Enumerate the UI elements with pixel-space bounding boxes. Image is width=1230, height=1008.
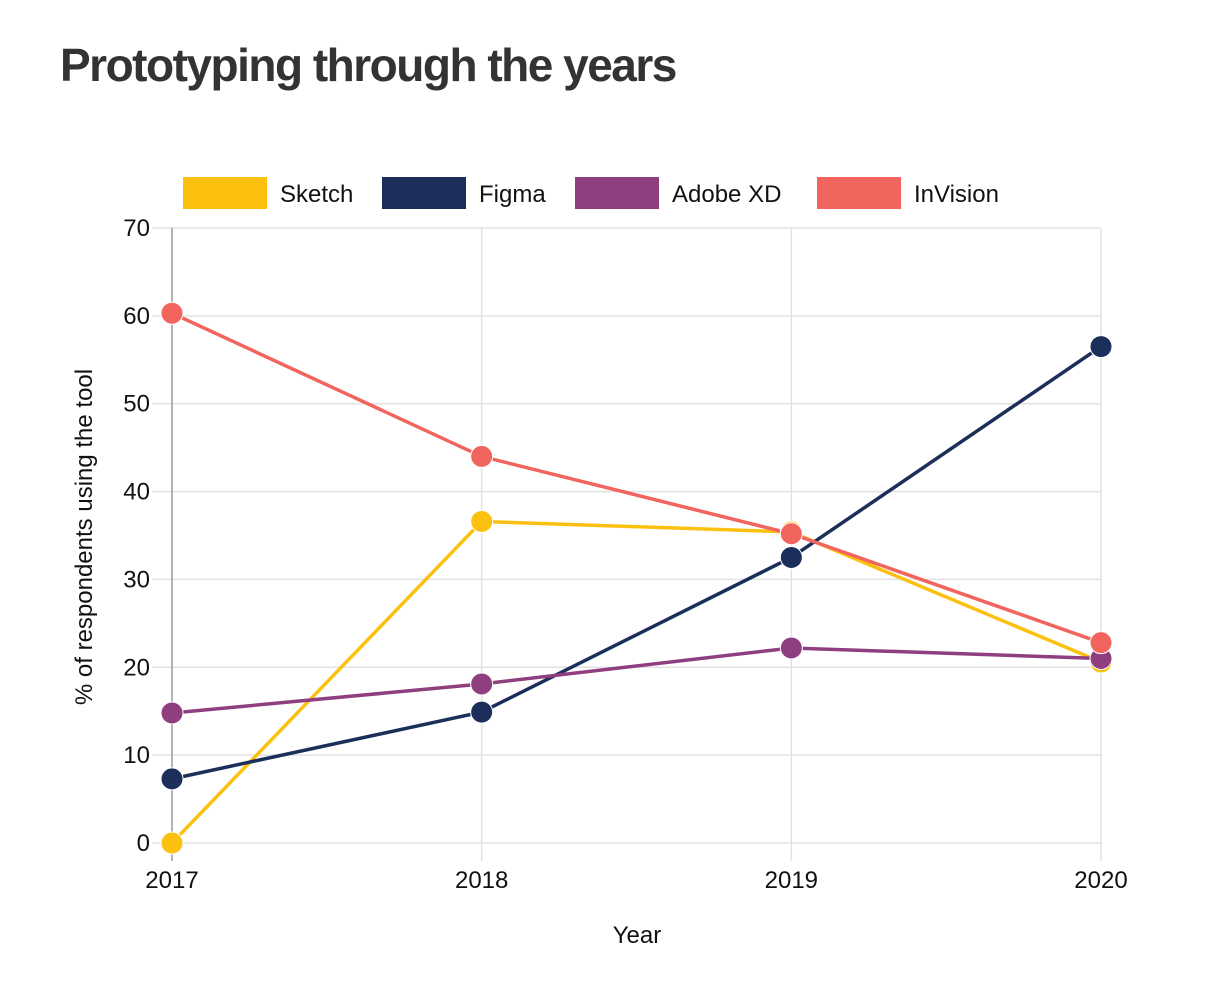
legend-item-invision[interactable]: InVision bbox=[817, 177, 999, 209]
chart-title: Prototyping through the years bbox=[60, 39, 677, 91]
data-point-adobe-xd bbox=[160, 701, 184, 725]
legend-label: InVision bbox=[914, 181, 999, 208]
series-line-figma bbox=[171, 345, 1102, 781]
series-line-sketch bbox=[170, 519, 1102, 845]
data-point-invision bbox=[779, 522, 803, 546]
y-tick-label: 40 bbox=[123, 479, 150, 506]
x-axis-label: Year bbox=[613, 922, 662, 949]
y-tick-label: 50 bbox=[123, 391, 150, 418]
data-point-figma bbox=[1089, 335, 1113, 359]
data-point-figma bbox=[470, 700, 494, 724]
data-point-invision bbox=[1089, 631, 1113, 655]
data-point-invision bbox=[160, 301, 184, 325]
y-tick-label: 60 bbox=[123, 303, 150, 330]
data-point-sketch bbox=[160, 831, 184, 855]
x-tick-label: 2019 bbox=[765, 867, 818, 894]
legend-item-adobe-xd[interactable]: Adobe XD bbox=[575, 177, 781, 209]
y-tick-label: 10 bbox=[123, 742, 150, 769]
legend-item-sketch[interactable]: Sketch bbox=[183, 177, 353, 209]
x-tick-label: 2018 bbox=[455, 867, 508, 894]
legend-swatch bbox=[183, 177, 267, 209]
series-line-invision bbox=[171, 311, 1102, 645]
legend-swatch bbox=[382, 177, 466, 209]
legend[interactable]: Sketch Figma Adobe XD InVision bbox=[183, 177, 999, 209]
y-tick-label: 0 bbox=[137, 830, 150, 857]
legend-swatch bbox=[575, 177, 659, 209]
data-point-sketch bbox=[470, 509, 494, 533]
grid bbox=[152, 227, 1102, 861]
legend-label: Figma bbox=[479, 181, 546, 208]
x-tick-label: 2017 bbox=[145, 867, 198, 894]
y-tick-label: 70 bbox=[123, 215, 150, 242]
data-point-invision bbox=[470, 444, 494, 468]
series-line-adobe-xd bbox=[171, 646, 1102, 715]
data-point-figma bbox=[160, 767, 184, 791]
legend-item-figma[interactable]: Figma bbox=[382, 177, 546, 209]
y-axis-label: % of respondents using the tool bbox=[71, 369, 98, 705]
data-point-figma bbox=[779, 545, 803, 569]
y-tick-label: 20 bbox=[123, 654, 150, 681]
x-tick-label: 2020 bbox=[1074, 867, 1127, 894]
data-point-adobe-xd bbox=[470, 672, 494, 696]
legend-label: Adobe XD bbox=[672, 181, 781, 208]
legend-swatch bbox=[817, 177, 901, 209]
data-point-adobe-xd bbox=[779, 636, 803, 660]
series bbox=[160, 301, 1113, 855]
x-tick-labels: 2017 2018 2019 2020 bbox=[145, 867, 1127, 894]
legend-label: Sketch bbox=[280, 181, 353, 208]
y-tick-labels: 0 10 20 30 40 50 60 70 bbox=[123, 215, 150, 857]
y-tick-label: 30 bbox=[123, 566, 150, 593]
